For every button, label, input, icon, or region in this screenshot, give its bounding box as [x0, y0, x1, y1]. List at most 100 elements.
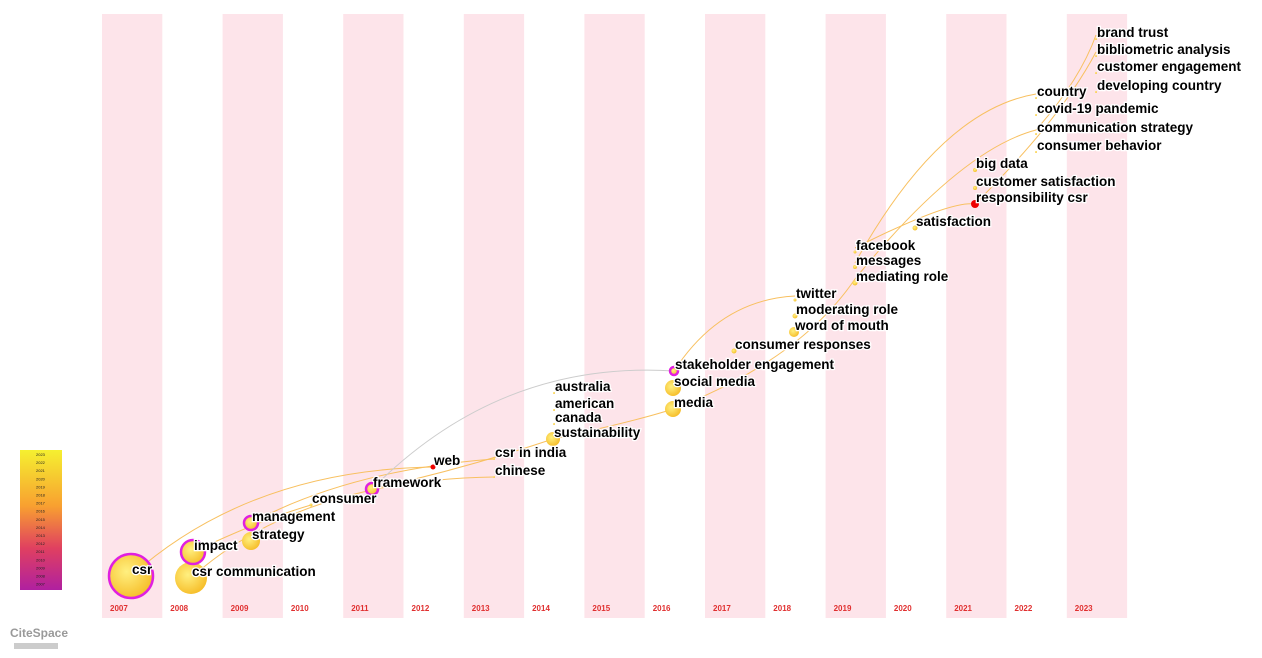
node-label: csr [132, 562, 153, 577]
legend-label: 2012 [36, 541, 46, 546]
node-label: customer engagement [1097, 59, 1242, 74]
node [546, 432, 560, 446]
legend-label: 2017 [36, 501, 46, 506]
year-label: 2020 [894, 604, 912, 613]
node-label: brand trust [1097, 25, 1169, 40]
legend-label: 2008 [36, 574, 46, 579]
year-columns: 2007 2008 2009 2010 2011 2012 2013 2014 2015 2016… [102, 14, 1128, 618]
legend-label: 2007 [36, 582, 46, 587]
column-band [463, 14, 525, 618]
node [364, 481, 380, 497]
node-label: communication strategy [1037, 120, 1194, 135]
year-label: 2014 [532, 604, 550, 613]
node-label: csr in india [495, 445, 567, 460]
node-label: consumer responses [735, 337, 871, 352]
node-label: developing country [1097, 78, 1222, 93]
node [973, 168, 977, 172]
legend-label: 2022 [36, 460, 46, 465]
legend: 2023 2022 2021 2020 2019 2018 2017 2016 2015 2014… [36, 452, 46, 587]
node [553, 392, 555, 394]
node-label: mediating role [856, 269, 949, 284]
year-label: 2023 [1075, 604, 1093, 613]
link [371, 369, 675, 490]
node-label: messages [856, 253, 921, 268]
node [493, 476, 495, 478]
legend-label: 2011 [36, 549, 45, 554]
year-label: 2019 [834, 604, 852, 613]
node-label: australia [555, 379, 611, 394]
node [1035, 97, 1037, 99]
node [912, 225, 918, 231]
year-label: 2017 [713, 604, 731, 613]
year-label: 2007 [110, 604, 128, 613]
link [854, 129, 1037, 280]
year-label: 2009 [231, 604, 249, 613]
node [107, 552, 155, 600]
legend-label: 2015 [36, 517, 46, 522]
node-label: stakeholder engagement [675, 357, 835, 372]
year-label: 2011 [351, 604, 369, 613]
node-label: satisfaction [916, 214, 991, 229]
column-band [946, 14, 1007, 618]
year-label: 2012 [412, 604, 430, 613]
node [1095, 72, 1097, 74]
node-label: framework [373, 475, 442, 490]
node-label: customer satisfaction [976, 174, 1116, 189]
legend-label: 2010 [36, 557, 46, 562]
link [672, 278, 856, 410]
column-band [584, 14, 645, 618]
node [553, 423, 555, 425]
year-label: 2022 [1015, 604, 1033, 613]
node [792, 313, 798, 319]
logo-base [14, 643, 58, 649]
legend-label: 2020 [36, 476, 46, 481]
link [673, 295, 796, 372]
legend-label: 2016 [36, 509, 46, 514]
year-label: 2015 [592, 604, 610, 613]
year-label: 2010 [291, 604, 309, 613]
legend-bar [20, 450, 62, 590]
node-label: social media [674, 374, 756, 389]
link [1035, 34, 1097, 131]
legend-label: 2009 [36, 565, 46, 570]
column-band [102, 14, 163, 618]
link [552, 408, 674, 440]
link [130, 466, 434, 577]
node [665, 401, 681, 417]
node-label: facebook [856, 238, 916, 253]
legend-label: 2019 [36, 484, 46, 489]
node [242, 514, 260, 532]
node [853, 265, 857, 269]
node [430, 464, 436, 470]
node-label: consumer [312, 491, 377, 506]
node [1095, 91, 1097, 93]
node [309, 503, 313, 507]
node [1035, 114, 1037, 116]
legend-label: 2021 [36, 468, 46, 473]
column-band [1066, 14, 1128, 618]
node-label: responsibility csr [976, 190, 1089, 205]
year-label: 2018 [773, 604, 791, 613]
node [665, 380, 681, 396]
node [1035, 151, 1037, 153]
node [175, 562, 207, 594]
node-label: web [433, 453, 460, 468]
node-label: bibliometric analysis [1097, 42, 1231, 57]
link [371, 438, 554, 490]
node-label: consumer behavior [1037, 138, 1162, 153]
node [553, 409, 555, 411]
node [793, 298, 797, 302]
node [1035, 133, 1037, 135]
node-label: american [555, 396, 614, 411]
node [1095, 55, 1097, 57]
node [731, 348, 737, 354]
column-band [343, 14, 404, 618]
legend-label: 2014 [36, 525, 46, 530]
node-label: covid-19 pandemic [1037, 101, 1159, 116]
node-label: strategy [252, 527, 305, 542]
node-label: sustainability [554, 425, 641, 440]
link [854, 93, 1037, 264]
link [974, 51, 1097, 205]
year-label: 2021 [954, 604, 972, 613]
